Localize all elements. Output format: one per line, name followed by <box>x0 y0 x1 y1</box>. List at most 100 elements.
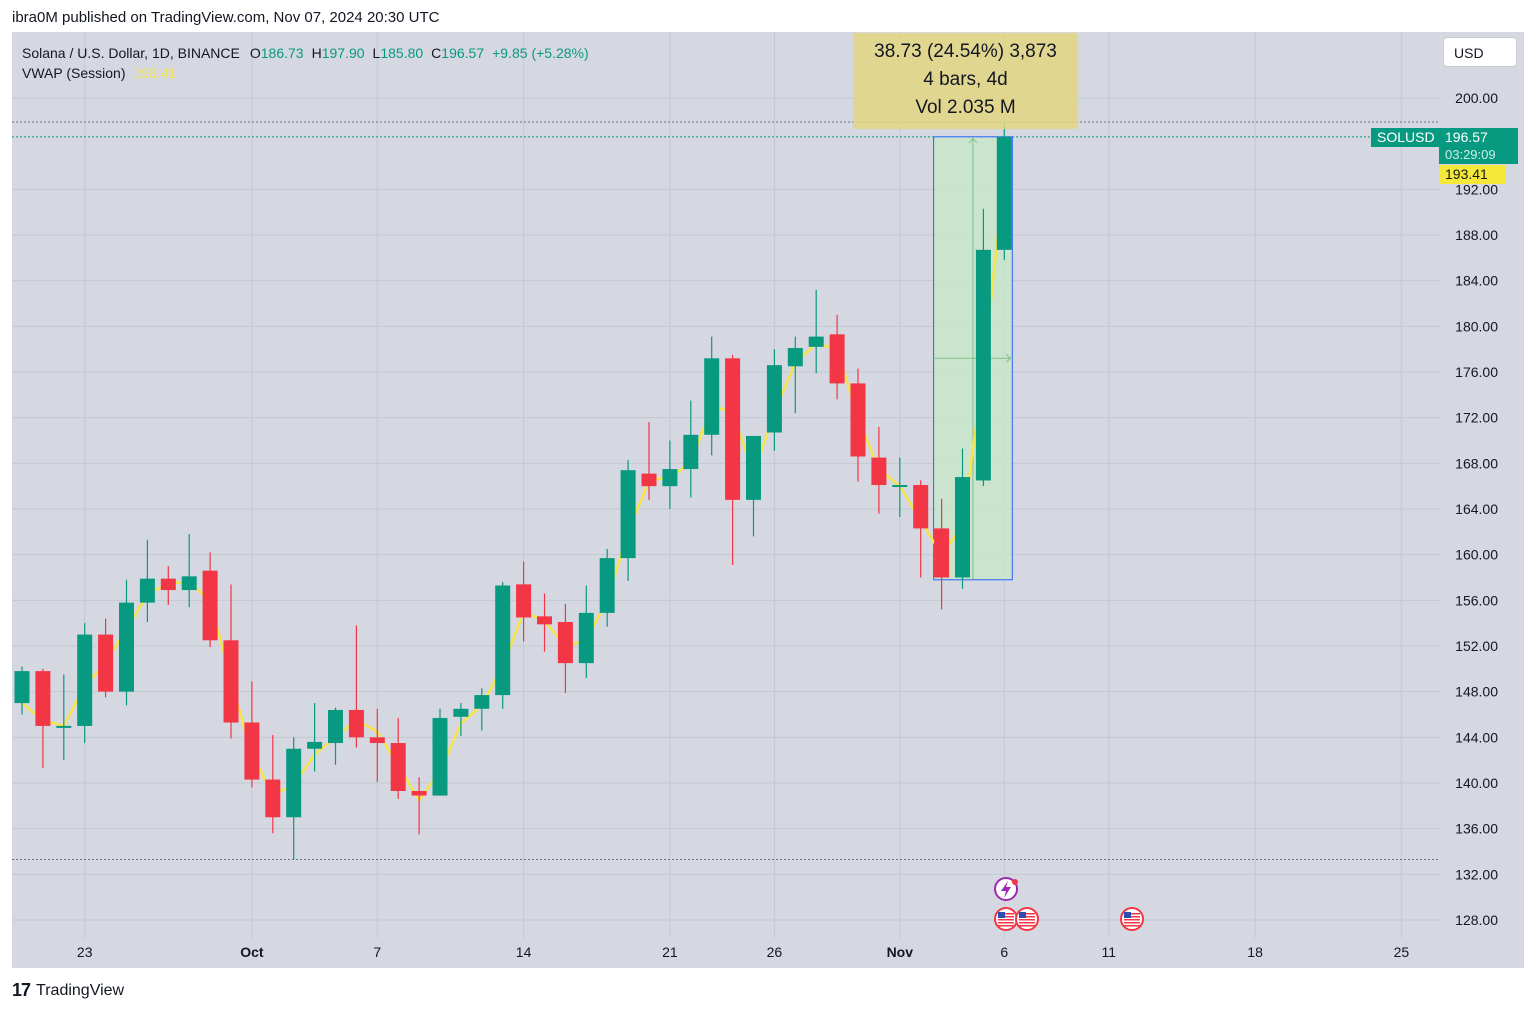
candle <box>411 777 427 835</box>
close-label: C <box>431 45 442 61</box>
candle <box>934 498 950 610</box>
flag-stripe <box>1019 913 1035 915</box>
candle <box>495 582 511 709</box>
y-tick-label: 184.00 <box>1455 273 1498 289</box>
flag-stripe <box>998 913 1014 915</box>
flag-stripe <box>1124 913 1140 915</box>
x-tick-label: 23 <box>77 944 93 960</box>
candle <box>975 208 991 487</box>
measure-v-arrowhead <box>968 138 978 144</box>
flash-event-icon <box>994 877 1018 901</box>
candle-body <box>746 435 761 500</box>
currency-button[interactable]: USD <box>1443 37 1517 67</box>
flag-stripe <box>998 922 1014 924</box>
candle-body <box>56 725 72 728</box>
x-tick-label: 25 <box>1394 944 1410 960</box>
candle-body <box>432 717 448 796</box>
candle <box>390 717 406 799</box>
candle <box>223 584 239 739</box>
candle-body <box>683 434 699 470</box>
x-tick-label: 6 <box>1000 944 1008 960</box>
candle-body <box>829 334 845 384</box>
measure-bars: 4 bars, 4d <box>923 69 1008 90</box>
candle <box>14 666 30 715</box>
y-tick-label: 192.00 <box>1455 181 1498 197</box>
candle-body <box>181 576 197 591</box>
candle-body <box>202 570 218 641</box>
candle <box>77 623 93 744</box>
last-price-tag: 196.57 03:29:09 <box>1439 128 1518 164</box>
candle <box>662 440 678 509</box>
candle-body <box>913 485 929 529</box>
candle <box>265 735 281 834</box>
candle <box>35 668 51 769</box>
x-tick-label: 11 <box>1102 944 1117 960</box>
vwap-price-tag: 193.41 <box>1439 165 1505 184</box>
candle <box>725 354 741 565</box>
y-tick-label: 168.00 <box>1455 455 1498 471</box>
candle-body <box>411 790 427 796</box>
vwap-label[interactable]: VWAP (Session) <box>22 65 126 81</box>
us-flag-icon <box>1015 907 1039 931</box>
y-tick-label: 188.00 <box>1455 227 1498 243</box>
tradingview-logo-icon[interactable]: 17 <box>12 980 31 1000</box>
candle-body <box>787 348 803 367</box>
candle <box>892 457 908 517</box>
chart-legend: Solana / U.S. Dollar, 1D, BINANCE O 186.7… <box>22 43 589 83</box>
y-tick-label: 156.00 <box>1455 592 1498 608</box>
y-tick-label: 176.00 <box>1455 364 1498 380</box>
candle-body <box>474 695 490 709</box>
candle <box>139 539 155 623</box>
flag-stripe <box>1124 922 1140 924</box>
x-tick-label: 26 <box>767 944 783 960</box>
candle-body <box>516 584 532 618</box>
candle-body <box>328 709 343 744</box>
flag-canton <box>1124 912 1131 918</box>
change-value: +9.85 (+5.28%) <box>492 45 589 61</box>
candle-body <box>307 741 323 749</box>
candle-body <box>98 634 114 692</box>
measure-volume: Vol 2.035 M <box>915 97 1016 118</box>
flag-stripe <box>1124 925 1140 927</box>
axis-layer: 128.00 132.00 136.00 140.00 144.00 148.00 152.… <box>77 90 1498 960</box>
y-tick-label: 148.00 <box>1455 684 1498 700</box>
footer-brand[interactable]: TradingView <box>36 981 125 999</box>
candle <box>453 703 469 737</box>
candle <box>244 681 260 788</box>
flag-stripe <box>1019 919 1035 921</box>
candle-body <box>390 743 406 791</box>
close-value: 196.57 <box>441 45 485 61</box>
candle-body <box>495 585 511 696</box>
x-tick-label: 18 <box>1247 944 1263 960</box>
y-tick-label: 132.00 <box>1455 866 1498 882</box>
candle <box>808 289 824 374</box>
measure-h-arrowhead <box>1005 353 1012 363</box>
open-value: 186.73 <box>260 45 304 61</box>
candle-body <box>77 634 93 726</box>
flash-dot <box>1012 879 1018 885</box>
flag-stripe <box>1124 916 1140 918</box>
candle <box>516 561 532 642</box>
candle <box>766 349 782 451</box>
candle <box>98 618 114 698</box>
candle <box>787 336 803 414</box>
candle <box>160 566 176 605</box>
low-value: 185.80 <box>380 45 424 61</box>
event-icons <box>994 877 1144 931</box>
x-tick-label: 21 <box>662 944 678 960</box>
candle <box>578 585 594 678</box>
candle-body <box>975 249 991 481</box>
chart-frame[interactable] <box>12 32 1524 968</box>
candle-body <box>578 612 594 664</box>
candle-body <box>850 383 866 457</box>
candle-body <box>599 558 615 613</box>
candle-body <box>892 485 908 488</box>
flag-canton <box>998 912 1005 918</box>
vwap-value: 193.41 <box>133 65 177 81</box>
footer: 17 TradingView <box>12 980 124 1001</box>
flag-stripe <box>1019 916 1035 918</box>
candle <box>348 625 364 748</box>
measure-tooltip: 38.73 (24.54%) 3,873 4 bars, 4d Vol 2.03… <box>853 33 1078 129</box>
candle-body <box>620 470 636 559</box>
